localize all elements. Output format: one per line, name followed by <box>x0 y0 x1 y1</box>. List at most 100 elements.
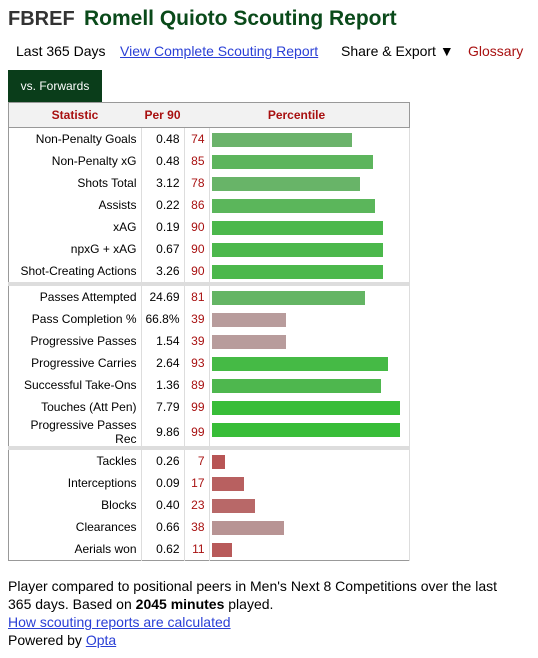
bar-cell <box>209 330 411 352</box>
percentile: 89 <box>184 374 210 396</box>
bar-cell <box>209 516 411 538</box>
per90: 0.19 <box>141 216 185 238</box>
share-menu[interactable]: Share & Export ▼ <box>341 43 454 59</box>
percentile: 99 <box>184 418 210 448</box>
stat-name: xAG <box>8 216 142 238</box>
percentile: 11 <box>184 538 210 561</box>
percentile: 39 <box>184 308 210 330</box>
percentile-bar <box>211 313 286 327</box>
per90: 0.26 <box>141 446 185 472</box>
row: Shot-Creating Actions 3.26 90 <box>8 260 411 284</box>
percentile-bar <box>211 499 256 513</box>
bar-cell <box>209 472 411 494</box>
per90: 3.12 <box>141 172 185 194</box>
bar-cell <box>209 260 411 284</box>
stat-name: Passes Attempted <box>8 282 142 308</box>
percentile: 78 <box>184 172 210 194</box>
bar-cell <box>209 418 411 448</box>
row: Aerials won 0.62 11 <box>8 538 411 561</box>
column-header: Statistic <box>8 102 141 128</box>
bar-cell <box>209 216 411 238</box>
percentile-bar <box>211 265 383 279</box>
stat-name: Non-Penalty xG <box>8 150 142 172</box>
stat-name: Interceptions <box>8 472 142 494</box>
per90: 0.48 <box>141 150 185 172</box>
how-link[interactable]: How scouting reports are calculated <box>8 614 231 630</box>
row: Touches (Att Pen) 7.79 99 <box>8 396 411 418</box>
per90: 0.67 <box>141 238 185 260</box>
period: Last 365 Days <box>16 43 106 59</box>
bar-cell <box>209 352 411 374</box>
row: Progressive Passes Rec 9.86 99 <box>8 418 411 448</box>
stat-name: Tackles <box>8 446 142 472</box>
stat-name: Clearances <box>8 516 142 538</box>
per90: 2.64 <box>141 352 185 374</box>
percentile-bar <box>211 379 381 393</box>
percentile-bar <box>211 199 375 213</box>
percentile: 90 <box>184 216 210 238</box>
percentile: 90 <box>184 238 210 260</box>
percentile-bar <box>211 357 389 371</box>
row: xAG 0.19 90 <box>8 216 411 238</box>
bar-cell <box>209 494 411 516</box>
bar-cell <box>209 396 411 418</box>
percentile: 38 <box>184 516 210 538</box>
bar-cell <box>209 446 411 472</box>
percentile-bar <box>211 221 383 235</box>
stat-name: Progressive Passes Rec <box>8 418 142 448</box>
column-header: Per 90 <box>141 102 185 128</box>
row: Tackles 0.26 7 <box>8 446 411 472</box>
per90: 9.86 <box>141 418 185 448</box>
percentile: 81 <box>184 282 210 308</box>
per90: 24.69 <box>141 282 185 308</box>
scouting-link[interactable]: View Complete Scouting Report <box>120 43 319 59</box>
scouting-table: Statistic Per 90 Percentile Non-Penalty Goa… <box>8 102 411 561</box>
percentile-bar <box>211 521 284 535</box>
percentile-bar <box>211 543 233 557</box>
row: Clearances 0.66 38 <box>8 516 411 538</box>
stat-name: Shot-Creating Actions <box>8 260 142 284</box>
tab[interactable]: vs. Forwards <box>8 70 102 102</box>
percentile-bar <box>211 455 225 469</box>
row: Non-Penalty Goals 0.48 74 <box>8 127 411 150</box>
percentile-bar <box>211 177 360 191</box>
percentile: 39 <box>184 330 210 352</box>
stat-name: npxG + xAG <box>8 238 142 260</box>
row: Interceptions 0.09 17 <box>8 472 411 494</box>
per90: 0.66 <box>141 516 185 538</box>
row: Non-Penalty xG 0.48 85 <box>8 150 411 172</box>
stat-name: Non-Penalty Goals <box>8 127 142 150</box>
percentile-bar <box>211 243 383 257</box>
page-title: Romell Quioto Scouting Report <box>84 7 397 30</box>
row: Successful Take-Ons 1.36 89 <box>8 374 411 396</box>
percentile: 17 <box>184 472 210 494</box>
percentile: 85 <box>184 150 210 172</box>
opta-link[interactable]: Opta <box>85 632 117 648</box>
percentile-bar <box>211 423 400 437</box>
stat-name: Shots Total <box>8 172 142 194</box>
percentile: 7 <box>184 446 210 472</box>
row: Pass Completion % 66.8% 39 <box>8 308 411 330</box>
stat-name: Progressive Passes <box>8 330 142 352</box>
per90: 7.79 <box>141 396 185 418</box>
per90: 0.62 <box>141 538 185 561</box>
row: Assists 0.22 86 <box>8 194 411 216</box>
per90: 0.48 <box>141 127 185 150</box>
percentile: 86 <box>184 194 210 216</box>
percentile: 93 <box>184 352 210 374</box>
percentile: 90 <box>184 260 210 284</box>
minutes: 2045 minutes <box>135 596 225 612</box>
logo[interactable]: FBREF <box>8 8 75 30</box>
bar-cell <box>209 538 411 561</box>
note: played. <box>224 596 274 612</box>
column-header: Percentile <box>184 102 410 128</box>
glossary[interactable]: Glossary <box>468 43 524 59</box>
stat-name: Aerials won <box>8 538 142 561</box>
row: Shots Total 3.12 78 <box>8 172 411 194</box>
stat-name: Progressive Carries <box>8 352 142 374</box>
bar-cell <box>209 127 411 150</box>
stat-name: Touches (Att Pen) <box>8 396 142 418</box>
percentile-bar <box>211 335 286 349</box>
per90: 0.09 <box>141 472 185 494</box>
